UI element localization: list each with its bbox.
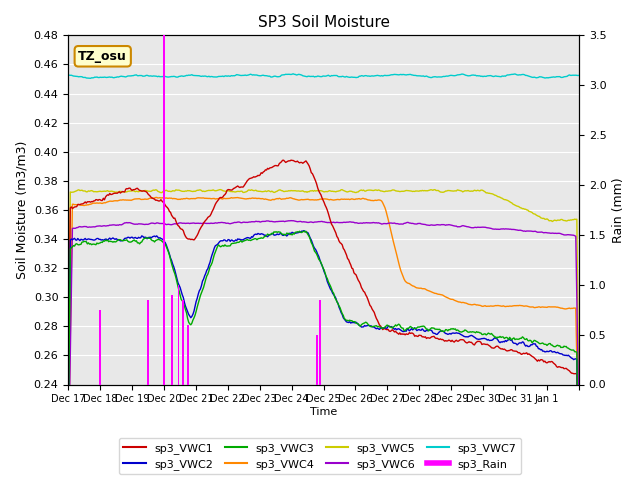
Bar [99,310,101,384]
Bar [182,300,184,384]
Text: TZ_osu: TZ_osu [78,50,127,63]
Bar [177,285,179,384]
Bar [187,324,189,384]
Bar [147,300,148,384]
Bar [316,335,318,384]
Title: SP3 Soil Moisture: SP3 Soil Moisture [257,15,390,30]
Y-axis label: Rain (mm): Rain (mm) [612,177,625,243]
Y-axis label: Soil Moisture (m3/m3): Soil Moisture (m3/m3) [15,141,28,279]
Legend: sp3_VWC1, sp3_VWC2, sp3_VWC3, sp3_VWC4, sp3_VWC5, sp3_VWC6, sp3_VWC7, sp3_Rain: sp3_VWC1, sp3_VWC2, sp3_VWC3, sp3_VWC4, … [119,438,521,474]
X-axis label: Time: Time [310,407,337,417]
Bar [163,36,164,384]
Bar [319,300,321,384]
Bar [171,295,173,384]
